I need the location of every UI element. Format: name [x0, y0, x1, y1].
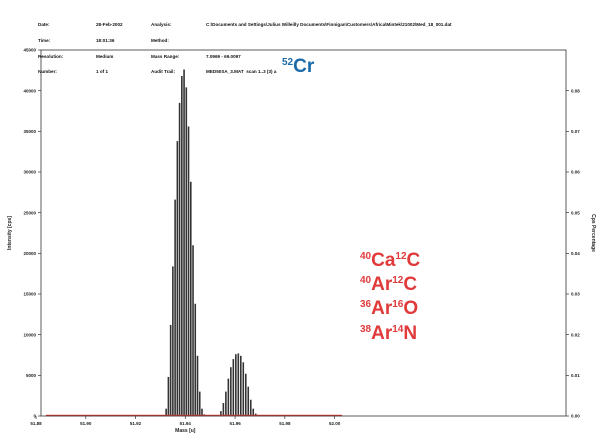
x-axis: 51.88 51.90 51.92 51.94 51.96 51.98 52.00	[30, 416, 341, 426]
y-tick-label: 35000	[23, 129, 36, 134]
x-tick-label: 51.98	[279, 421, 291, 426]
header-label: Mass Range:	[151, 53, 180, 59]
y2-tick-label: 0.01	[571, 373, 580, 378]
header-labels-2: Analysis: Method: Mass Range: Audit Trai…	[151, 12, 179, 80]
y2-tick-label: 0.08	[571, 88, 580, 93]
annotation-ar36o16: 36Ar16O	[360, 298, 418, 319]
annotation-ar40c12: 40Ar12C	[360, 274, 417, 295]
header-labels-1: Date: Time: Resolution: Number:	[38, 12, 63, 80]
annotation-element: C	[407, 250, 421, 271]
y-tick-label: 15000	[23, 292, 36, 297]
y2-axis-label: Cps Percentage	[590, 214, 596, 252]
y-tick-label: 30000	[23, 170, 36, 175]
y-tick-label: 20000	[23, 251, 36, 256]
x-axis-label: Mass [u]	[175, 428, 196, 434]
y2-tick-label: 0.04	[571, 251, 580, 256]
header-values-2: C:\Documents and Settings\Julius Willeil…	[206, 12, 452, 80]
y2-tick-label: 0.02	[571, 332, 580, 337]
y-tick-label: 45000	[23, 48, 36, 53]
annotation-cr52: 52Cr	[282, 56, 315, 77]
annotation-element: Ar	[371, 274, 393, 295]
y-tick-label: 0	[33, 414, 36, 419]
annotation-element: O	[403, 298, 418, 319]
y-tick-label: 10000	[23, 332, 36, 337]
header-value: MED50SA_3.MAT scan 1..3 (3) a	[206, 69, 277, 75]
annotation-ca40c12: 40Ca12C	[360, 250, 421, 271]
header-label: Date:	[38, 22, 50, 28]
y-axis: 0 5000 10000 15000 20000 25000 30000 35000 40000…	[23, 48, 41, 419]
annotation-mass: 16	[392, 299, 404, 310]
header-value: 18:01:36	[96, 38, 115, 43]
header-values-1: 28-Feb-2002 18:01:36 Medium 1 of 1	[96, 12, 123, 80]
annotation-element: C	[403, 274, 417, 295]
annotation-mass: 40	[360, 275, 372, 286]
annotation-element: Ar	[371, 298, 393, 319]
annotation-element: N	[403, 323, 417, 344]
annotation-element: Ar	[371, 323, 393, 344]
y-tick-label: 25000	[23, 210, 36, 215]
annotation-mass: 14	[392, 324, 404, 335]
header-label: Analysis:	[151, 22, 172, 28]
x-tick-label: 51.94	[180, 421, 192, 426]
y-tick-label: 40000	[23, 88, 36, 93]
y2-axis: 0.00 0.01 0.02 0.03 0.04 0.05 0.06 0.07 0.08	[566, 88, 580, 419]
header-value: Medium	[96, 53, 114, 59]
header-value: 28-Feb-2002	[96, 22, 123, 28]
header-label: Audit Trail:	[151, 69, 175, 75]
x-tick-label: 51.90	[80, 421, 92, 426]
y-axis-label: Intensity [cps]	[7, 216, 13, 250]
annotation-element: Ca	[371, 250, 396, 271]
y2-tick-label: 0.00	[571, 414, 580, 419]
annotation-ar38n14: 38Ar14N	[360, 323, 417, 344]
y2-tick-label: 0.05	[571, 210, 580, 215]
header-value: C:\Documents and Settings\Julius Willeil…	[206, 22, 452, 28]
annotation-mass: 12	[392, 275, 404, 286]
x-tick-label: 51.92	[130, 421, 142, 426]
header-label: Number:	[38, 69, 57, 75]
x-tick-label: 52.00	[329, 421, 341, 426]
y-tick-label: 5000	[26, 373, 37, 378]
y2-tick-label: 0.06	[571, 170, 580, 175]
annotation-mass: 52	[282, 57, 294, 68]
header-label: Time:	[38, 38, 51, 43]
header-value: 1 of 1	[96, 69, 108, 75]
header-label: Method:	[151, 38, 169, 43]
x-tick-label: 51.96	[229, 421, 241, 426]
header-value: 7.0969 - 69.0097	[206, 53, 241, 59]
annotation-mass: 38	[360, 324, 372, 335]
y2-tick-label: 0.03	[571, 292, 580, 297]
annotation-mass: 12	[395, 251, 407, 262]
header-label: Resolution:	[38, 53, 64, 59]
annotation-element: Cr	[293, 56, 315, 77]
annotation-mass: 36	[360, 299, 372, 310]
x-tick-label: 51.88	[30, 421, 42, 426]
y2-tick-label: 0.07	[571, 129, 580, 134]
annotation-mass: 40	[360, 251, 372, 262]
plot-frame	[40, 49, 567, 417]
bars-layer	[165, 69, 257, 416]
